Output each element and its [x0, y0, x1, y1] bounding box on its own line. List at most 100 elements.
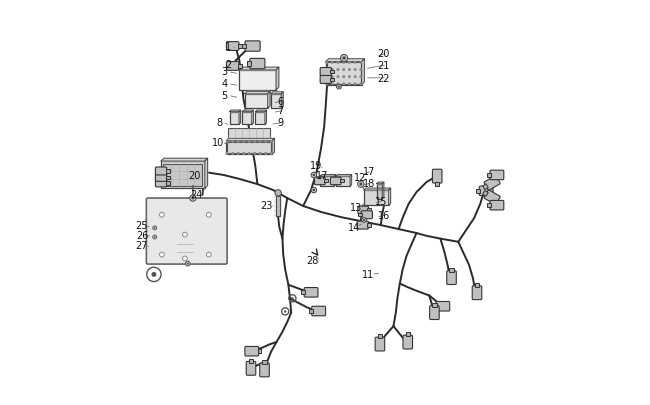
FancyBboxPatch shape [436, 302, 450, 311]
FancyBboxPatch shape [260, 363, 269, 377]
Text: 20: 20 [188, 171, 201, 181]
Circle shape [360, 84, 361, 85]
Bar [326, 63, 361, 85]
FancyBboxPatch shape [146, 198, 227, 264]
Polygon shape [406, 333, 410, 337]
Polygon shape [242, 45, 246, 49]
Circle shape [343, 84, 344, 85]
Circle shape [360, 70, 361, 71]
Circle shape [270, 153, 272, 155]
Circle shape [343, 62, 344, 64]
Polygon shape [324, 180, 328, 183]
Text: 12: 12 [354, 173, 366, 183]
FancyBboxPatch shape [304, 288, 318, 297]
Polygon shape [161, 159, 207, 162]
FancyBboxPatch shape [226, 43, 239, 51]
Polygon shape [166, 170, 170, 173]
Circle shape [313, 174, 315, 177]
Polygon shape [340, 180, 344, 183]
FancyBboxPatch shape [245, 347, 259, 356]
FancyBboxPatch shape [246, 362, 255, 375]
Text: 1: 1 [226, 42, 231, 52]
Circle shape [361, 218, 367, 223]
Text: 25: 25 [136, 221, 148, 230]
Bar [229, 113, 239, 125]
Circle shape [343, 57, 346, 60]
Text: 13: 13 [350, 202, 362, 212]
Polygon shape [265, 111, 266, 125]
Polygon shape [361, 60, 365, 85]
Circle shape [237, 153, 239, 155]
Polygon shape [326, 60, 365, 62]
Polygon shape [488, 204, 491, 208]
Text: 5: 5 [222, 91, 228, 101]
Circle shape [265, 153, 266, 155]
Bar [377, 184, 382, 199]
FancyBboxPatch shape [155, 168, 166, 175]
Polygon shape [378, 335, 382, 339]
Text: 4: 4 [222, 79, 227, 89]
Polygon shape [257, 349, 261, 354]
Polygon shape [238, 45, 242, 49]
FancyBboxPatch shape [155, 174, 166, 182]
Bar [255, 113, 265, 125]
Text: 17: 17 [363, 166, 375, 177]
Polygon shape [476, 189, 480, 194]
Text: 11: 11 [362, 270, 374, 280]
Text: 21: 21 [378, 61, 390, 70]
Polygon shape [334, 175, 336, 187]
Circle shape [360, 77, 361, 78]
Circle shape [248, 141, 250, 143]
Circle shape [332, 84, 333, 85]
Circle shape [226, 153, 228, 155]
Circle shape [192, 197, 194, 200]
Circle shape [338, 86, 340, 88]
FancyBboxPatch shape [155, 179, 166, 188]
Circle shape [337, 84, 339, 85]
Polygon shape [449, 268, 454, 272]
Circle shape [354, 84, 356, 85]
Circle shape [360, 62, 361, 64]
Circle shape [359, 183, 362, 186]
FancyBboxPatch shape [245, 42, 260, 52]
Text: 15: 15 [374, 197, 387, 207]
Circle shape [332, 77, 333, 78]
FancyBboxPatch shape [358, 207, 369, 214]
Circle shape [154, 227, 155, 229]
Circle shape [232, 153, 233, 155]
Polygon shape [205, 159, 207, 189]
Circle shape [358, 181, 364, 188]
Circle shape [341, 55, 348, 62]
Polygon shape [239, 68, 279, 71]
Polygon shape [309, 309, 313, 313]
Circle shape [183, 256, 187, 261]
Circle shape [326, 84, 328, 85]
Circle shape [259, 153, 261, 155]
Circle shape [259, 141, 261, 143]
Polygon shape [435, 182, 439, 186]
Circle shape [354, 77, 356, 78]
Circle shape [190, 195, 196, 202]
Polygon shape [302, 290, 306, 295]
FancyBboxPatch shape [490, 201, 504, 211]
FancyBboxPatch shape [432, 170, 442, 183]
Polygon shape [330, 70, 334, 74]
Polygon shape [255, 111, 266, 113]
Circle shape [354, 70, 356, 71]
Circle shape [363, 219, 365, 222]
Circle shape [332, 62, 333, 64]
Text: 2: 2 [225, 60, 231, 69]
Bar [364, 191, 389, 206]
Circle shape [270, 141, 272, 143]
FancyBboxPatch shape [357, 222, 369, 230]
Circle shape [183, 232, 187, 237]
Bar [271, 94, 281, 109]
Text: 20: 20 [378, 49, 390, 59]
Bar [276, 196, 280, 217]
FancyBboxPatch shape [472, 286, 482, 300]
Polygon shape [475, 284, 479, 287]
Bar [239, 71, 276, 91]
Circle shape [232, 141, 233, 143]
FancyBboxPatch shape [375, 337, 385, 351]
FancyBboxPatch shape [484, 176, 500, 191]
